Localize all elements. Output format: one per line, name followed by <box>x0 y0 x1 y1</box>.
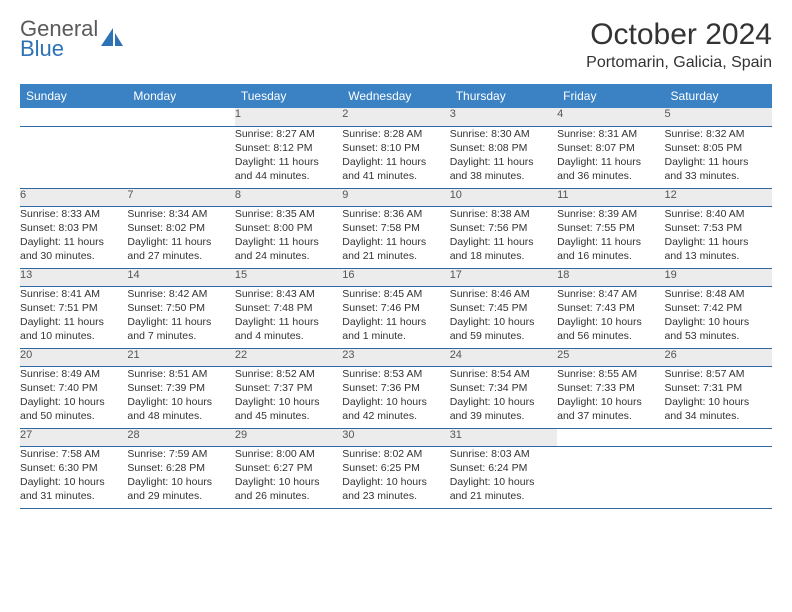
day-detail-cell <box>127 126 234 188</box>
day-number-cell: 18 <box>557 268 664 286</box>
day-detail-cell: Sunrise: 7:58 AMSunset: 6:30 PMDaylight:… <box>20 446 127 508</box>
day-number-cell: 25 <box>557 348 664 366</box>
day-number-row: 13141516171819 <box>20 268 772 286</box>
day-detail-cell: Sunrise: 8:42 AMSunset: 7:50 PMDaylight:… <box>127 286 234 348</box>
day-number-cell: 31 <box>450 428 557 446</box>
day-number-cell: 3 <box>450 108 557 126</box>
day-number-cell: 4 <box>557 108 664 126</box>
day-number-cell: 29 <box>235 428 342 446</box>
day-number-cell: 5 <box>665 108 772 126</box>
day-detail-row: Sunrise: 8:41 AMSunset: 7:51 PMDaylight:… <box>20 286 772 348</box>
day-number-cell: 11 <box>557 188 664 206</box>
weekday-header: Saturday <box>665 84 772 108</box>
weekday-header: Sunday <box>20 84 127 108</box>
day-number-cell: 23 <box>342 348 449 366</box>
weekday-header: Tuesday <box>235 84 342 108</box>
day-number-cell: 8 <box>235 188 342 206</box>
day-detail-cell: Sunrise: 8:30 AMSunset: 8:08 PMDaylight:… <box>450 126 557 188</box>
day-number-cell: 6 <box>20 188 127 206</box>
calendar-table: Sunday Monday Tuesday Wednesday Thursday… <box>20 84 772 509</box>
day-detail-row: Sunrise: 8:49 AMSunset: 7:40 PMDaylight:… <box>20 366 772 428</box>
day-detail-cell: Sunrise: 7:59 AMSunset: 6:28 PMDaylight:… <box>127 446 234 508</box>
month-title: October 2024 <box>586 18 772 52</box>
day-number-cell: 14 <box>127 268 234 286</box>
day-number-row: 6789101112 <box>20 188 772 206</box>
day-number-cell: 13 <box>20 268 127 286</box>
day-number-cell: 15 <box>235 268 342 286</box>
weekday-header: Thursday <box>450 84 557 108</box>
day-number-cell: 7 <box>127 188 234 206</box>
day-number-cell: 30 <box>342 428 449 446</box>
day-number-cell: 26 <box>665 348 772 366</box>
day-detail-cell: Sunrise: 8:46 AMSunset: 7:45 PMDaylight:… <box>450 286 557 348</box>
title-block: October 2024 Portomarin, Galicia, Spain <box>586 18 772 72</box>
weekday-header: Monday <box>127 84 234 108</box>
day-detail-cell: Sunrise: 8:43 AMSunset: 7:48 PMDaylight:… <box>235 286 342 348</box>
day-number-cell: 24 <box>450 348 557 366</box>
day-detail-cell: Sunrise: 8:33 AMSunset: 8:03 PMDaylight:… <box>20 206 127 268</box>
day-detail-row: Sunrise: 7:58 AMSunset: 6:30 PMDaylight:… <box>20 446 772 508</box>
header: General Blue October 2024 Portomarin, Ga… <box>20 18 772 72</box>
day-number-cell: 27 <box>20 428 127 446</box>
day-detail-cell: Sunrise: 8:36 AMSunset: 7:58 PMDaylight:… <box>342 206 449 268</box>
day-detail-cell: Sunrise: 8:02 AMSunset: 6:25 PMDaylight:… <box>342 446 449 508</box>
weekday-header: Friday <box>557 84 664 108</box>
day-number-cell: 28 <box>127 428 234 446</box>
day-detail-cell <box>557 446 664 508</box>
day-detail-cell: Sunrise: 8:28 AMSunset: 8:10 PMDaylight:… <box>342 126 449 188</box>
brand-line2: Blue <box>20 38 98 60</box>
day-detail-cell: Sunrise: 8:31 AMSunset: 8:07 PMDaylight:… <box>557 126 664 188</box>
day-detail-cell: Sunrise: 8:32 AMSunset: 8:05 PMDaylight:… <box>665 126 772 188</box>
day-number-row: 12345 <box>20 108 772 126</box>
day-number-cell: 22 <box>235 348 342 366</box>
day-number-cell: 1 <box>235 108 342 126</box>
day-detail-cell: Sunrise: 8:00 AMSunset: 6:27 PMDaylight:… <box>235 446 342 508</box>
day-detail-cell: Sunrise: 8:34 AMSunset: 8:02 PMDaylight:… <box>127 206 234 268</box>
day-number-row: 20212223242526 <box>20 348 772 366</box>
day-detail-cell: Sunrise: 8:27 AMSunset: 8:12 PMDaylight:… <box>235 126 342 188</box>
day-number-cell: 9 <box>342 188 449 206</box>
weekday-header: Wednesday <box>342 84 449 108</box>
day-number-row: 2728293031 <box>20 428 772 446</box>
day-number-cell: 16 <box>342 268 449 286</box>
day-detail-cell: Sunrise: 8:45 AMSunset: 7:46 PMDaylight:… <box>342 286 449 348</box>
weekday-header-row: Sunday Monday Tuesday Wednesday Thursday… <box>20 84 772 108</box>
day-detail-cell: Sunrise: 8:38 AMSunset: 7:56 PMDaylight:… <box>450 206 557 268</box>
day-number-cell: 19 <box>665 268 772 286</box>
day-detail-cell: Sunrise: 8:41 AMSunset: 7:51 PMDaylight:… <box>20 286 127 348</box>
brand-logo: General Blue <box>20 18 125 60</box>
day-detail-cell: Sunrise: 8:03 AMSunset: 6:24 PMDaylight:… <box>450 446 557 508</box>
day-number-cell: 2 <box>342 108 449 126</box>
day-number-cell: 17 <box>450 268 557 286</box>
day-number-cell <box>557 428 664 446</box>
day-detail-row: Sunrise: 8:33 AMSunset: 8:03 PMDaylight:… <box>20 206 772 268</box>
day-detail-row: Sunrise: 8:27 AMSunset: 8:12 PMDaylight:… <box>20 126 772 188</box>
day-number-cell: 20 <box>20 348 127 366</box>
day-detail-cell: Sunrise: 8:40 AMSunset: 7:53 PMDaylight:… <box>665 206 772 268</box>
day-detail-cell: Sunrise: 8:47 AMSunset: 7:43 PMDaylight:… <box>557 286 664 348</box>
day-detail-cell: Sunrise: 8:39 AMSunset: 7:55 PMDaylight:… <box>557 206 664 268</box>
day-detail-cell <box>20 126 127 188</box>
day-detail-cell: Sunrise: 8:48 AMSunset: 7:42 PMDaylight:… <box>665 286 772 348</box>
day-number-cell: 12 <box>665 188 772 206</box>
day-detail-cell: Sunrise: 8:55 AMSunset: 7:33 PMDaylight:… <box>557 366 664 428</box>
day-number-cell <box>20 108 127 126</box>
day-detail-cell: Sunrise: 8:52 AMSunset: 7:37 PMDaylight:… <box>235 366 342 428</box>
day-number-cell <box>665 428 772 446</box>
day-number-cell: 10 <box>450 188 557 206</box>
day-detail-cell: Sunrise: 8:57 AMSunset: 7:31 PMDaylight:… <box>665 366 772 428</box>
location: Portomarin, Galicia, Spain <box>586 54 772 72</box>
day-detail-cell: Sunrise: 8:51 AMSunset: 7:39 PMDaylight:… <box>127 366 234 428</box>
sail-icon <box>99 26 125 52</box>
day-number-cell <box>127 108 234 126</box>
day-detail-cell: Sunrise: 8:54 AMSunset: 7:34 PMDaylight:… <box>450 366 557 428</box>
day-number-cell: 21 <box>127 348 234 366</box>
day-detail-cell <box>665 446 772 508</box>
day-detail-cell: Sunrise: 8:53 AMSunset: 7:36 PMDaylight:… <box>342 366 449 428</box>
day-detail-cell: Sunrise: 8:35 AMSunset: 8:00 PMDaylight:… <box>235 206 342 268</box>
day-detail-cell: Sunrise: 8:49 AMSunset: 7:40 PMDaylight:… <box>20 366 127 428</box>
